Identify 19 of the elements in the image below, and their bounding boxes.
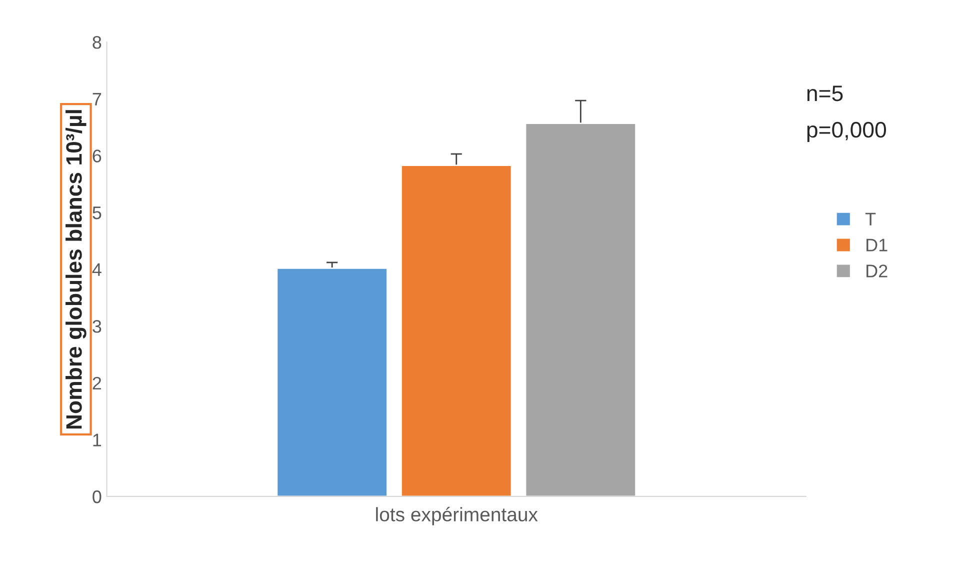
bar <box>276 267 388 496</box>
y-tick-label: 5 <box>92 206 102 220</box>
text: n=5 <box>807 86 843 102</box>
y-axis-title: Nombre globules blancs 10³/µl <box>66 110 86 429</box>
y-tick-label: 2 <box>92 376 102 390</box>
bar <box>524 122 637 496</box>
y-tick-label: 1 <box>93 434 102 446</box>
legend-label: D2 <box>866 264 888 278</box>
x-axis-title: lots expérimentaux <box>376 506 538 526</box>
y-tick-label: 8 <box>92 36 102 49</box>
legend-label: T <box>865 212 876 226</box>
y-tick-label: 0 <box>92 490 102 504</box>
y-tick-label: 3 <box>92 320 102 333</box>
bar <box>400 164 512 496</box>
text: p=0,000 <box>807 122 886 142</box>
y-tick-label: 4 <box>92 263 102 276</box>
y-tick-label: 6 <box>92 150 102 162</box>
legend-label: D1 <box>866 238 888 252</box>
y-tick-label: 7 <box>92 92 102 106</box>
